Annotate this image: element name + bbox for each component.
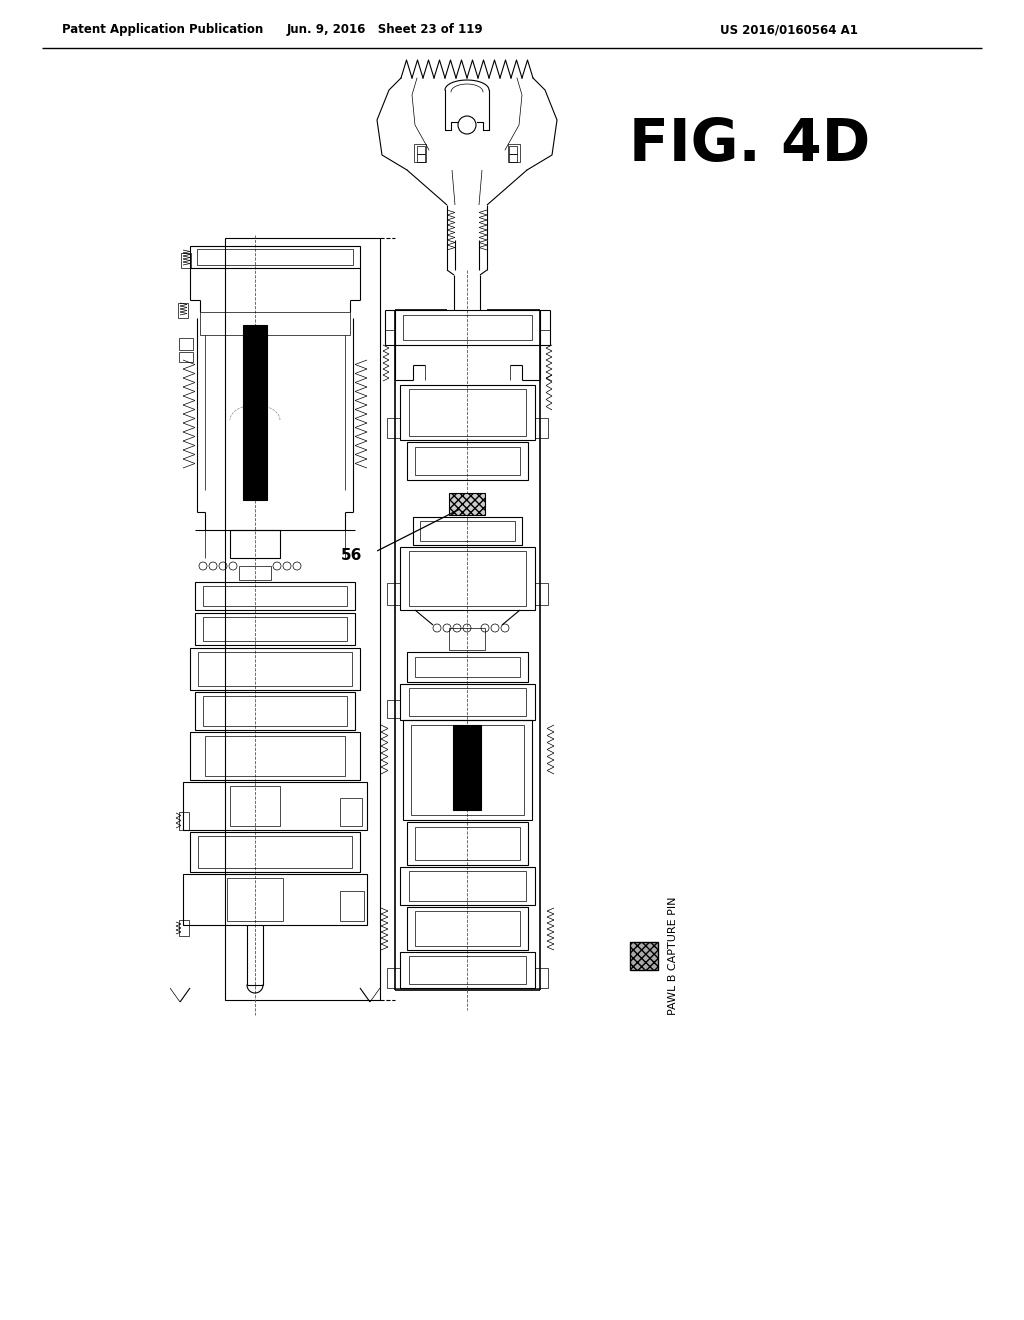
Bar [195, 612, 355, 645]
Bar [179, 338, 193, 350]
Bar [198, 652, 352, 686]
Bar [417, 154, 425, 162]
Bar [414, 144, 426, 162]
Bar [409, 871, 526, 902]
Bar [179, 920, 189, 936]
Bar [239, 566, 271, 579]
Bar [400, 952, 535, 987]
Text: 56: 56 [341, 548, 362, 562]
Bar [197, 249, 353, 265]
Bar [178, 304, 188, 318]
Bar [395, 310, 540, 345]
Bar [415, 657, 520, 677]
Bar [413, 517, 522, 545]
Bar [387, 583, 400, 605]
Bar [409, 550, 526, 606]
Text: FIG. 4D: FIG. 4D [630, 116, 870, 173]
Bar [387, 700, 400, 718]
Bar [535, 968, 548, 987]
Bar [415, 828, 520, 861]
Bar [403, 315, 532, 341]
Bar [340, 891, 364, 921]
Bar [205, 737, 345, 776]
Bar [509, 154, 517, 162]
Bar [183, 874, 367, 925]
Bar [181, 253, 191, 268]
Bar [409, 688, 526, 715]
Text: US 2016/0160564 A1: US 2016/0160564 A1 [720, 24, 858, 37]
Bar [387, 968, 400, 987]
Bar [417, 147, 425, 154]
Bar [508, 144, 520, 162]
Bar [203, 696, 347, 726]
Bar [400, 546, 535, 610]
Bar [415, 911, 520, 946]
Bar [190, 832, 360, 873]
Bar [195, 582, 355, 610]
Bar [409, 389, 526, 436]
Bar [179, 352, 193, 362]
Bar [535, 583, 548, 605]
Bar [230, 531, 280, 558]
Bar [200, 312, 350, 335]
Bar [203, 586, 347, 606]
Bar [385, 330, 395, 345]
Bar [183, 781, 367, 830]
Bar [420, 521, 515, 541]
Bar [415, 447, 520, 475]
Bar [407, 442, 528, 480]
Bar [449, 628, 485, 649]
Bar [400, 385, 535, 440]
Bar [400, 867, 535, 906]
Bar [630, 942, 658, 970]
Bar [407, 907, 528, 950]
Bar [509, 147, 517, 154]
Bar [400, 684, 535, 719]
Bar [403, 719, 532, 820]
Bar [190, 648, 360, 690]
Bar [449, 492, 485, 515]
Bar [230, 785, 280, 826]
Bar [407, 822, 528, 865]
Bar [340, 799, 362, 826]
Bar [225, 238, 380, 1001]
Bar [198, 836, 352, 869]
Text: PAWL B CAPTURE PIN: PAWL B CAPTURE PIN [668, 896, 678, 1015]
Bar [203, 616, 347, 642]
Bar [227, 878, 283, 921]
Bar [190, 733, 360, 780]
Bar [409, 956, 526, 983]
Text: Patent Application Publication: Patent Application Publication [62, 24, 263, 37]
Bar [453, 725, 481, 810]
Bar [243, 325, 267, 500]
Bar [535, 418, 548, 438]
Bar [540, 330, 550, 345]
Text: Jun. 9, 2016   Sheet 23 of 119: Jun. 9, 2016 Sheet 23 of 119 [287, 24, 483, 37]
Bar [179, 812, 189, 830]
Bar [195, 692, 355, 730]
Bar [407, 652, 528, 682]
Bar [387, 418, 400, 438]
Bar [190, 246, 360, 268]
Bar [411, 725, 524, 814]
